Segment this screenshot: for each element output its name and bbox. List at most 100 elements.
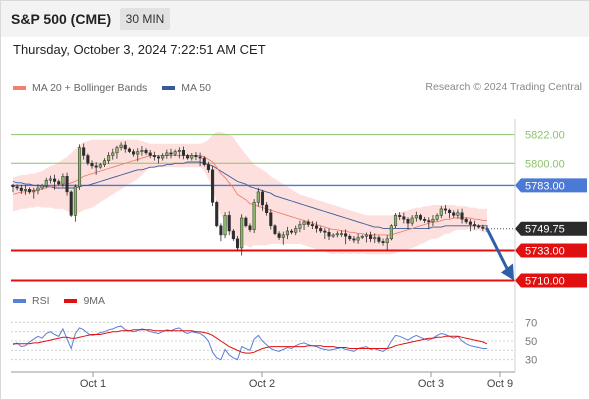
candle-body [156, 156, 161, 159]
candle-body [410, 217, 414, 224]
candle-body [94, 165, 98, 168]
price-legend: MA 20 + Bollinger Bands MA 50 [13, 81, 223, 95]
candle-body [294, 228, 298, 233]
candle-body [206, 164, 210, 171]
candle-body [448, 209, 452, 214]
price-tag-5733.00 [515, 243, 587, 258]
price-tag-5710.00 [515, 273, 587, 288]
candle-body [456, 212, 460, 216]
candle-body [57, 181, 61, 185]
candle-body [190, 155, 194, 159]
candle-body [161, 155, 165, 159]
candle-body [348, 235, 352, 240]
rsi-swatch [13, 299, 26, 303]
candle-body [302, 221, 306, 225]
candle-body [314, 225, 319, 229]
candle-body [61, 176, 65, 185]
candle-body [36, 187, 40, 191]
price-label-5822.00: 5822.00 [525, 130, 565, 142]
candle-body [477, 225, 481, 228]
projection-arrow-shaft [485, 227, 510, 272]
legend-ma50-label: MA 50 [181, 82, 211, 94]
candle-body [23, 189, 28, 191]
candle-body [389, 225, 393, 240]
legend-ma50: MA 50 [162, 82, 211, 94]
candle-body [472, 224, 477, 227]
x-tick-4: Oct 9 [487, 378, 513, 390]
timestamp: Thursday, October 3, 2024 7:22:51 AM CET [13, 42, 266, 57]
candle-body [194, 155, 198, 158]
candle-body [273, 225, 277, 234]
rsi-line [12, 325, 487, 361]
candle-body [198, 156, 202, 159]
candle-body [111, 152, 115, 156]
candle-body [468, 221, 472, 225]
ma50-swatch [162, 86, 176, 90]
candle-body [385, 238, 389, 243]
candle-body [53, 178, 57, 182]
candle-body [298, 224, 302, 229]
candle-body [102, 160, 107, 165]
candle-body [269, 212, 273, 227]
candle-body [439, 208, 443, 216]
projection-arrowhead [501, 263, 514, 281]
candle-body [360, 235, 364, 238]
candle-body [260, 191, 265, 206]
legend-rsi: RSI [13, 295, 50, 307]
candle-body [69, 191, 73, 216]
rsi-ma-line [13, 329, 488, 354]
candle-body [373, 237, 377, 240]
candle-body [406, 219, 410, 224]
candle-body [418, 215, 423, 220]
candle-body [252, 202, 256, 230]
rsi-legend: RSI 9MA [13, 294, 117, 307]
candle-body [19, 187, 23, 191]
candle-body [15, 186, 19, 189]
candle-body [356, 237, 360, 241]
candle-body [248, 225, 252, 230]
chart-title: S&P 500 (CME) [11, 11, 112, 27]
candle-body [414, 215, 418, 219]
candle-body [310, 224, 314, 227]
candle-body [377, 237, 381, 242]
candle-body [290, 230, 294, 233]
candle-body [327, 232, 331, 237]
candle-body [40, 185, 44, 189]
legend-rsi-ma: 9MA [64, 295, 105, 307]
ma20-line [12, 155, 487, 236]
price-tag-5749.75 [515, 221, 587, 236]
candle-body [435, 215, 439, 220]
candle-body [119, 144, 123, 148]
candle-body [173, 151, 177, 155]
candle-body [165, 152, 169, 156]
candle-body [82, 147, 86, 156]
candle-body [211, 169, 215, 203]
timeframe-badge[interactable]: 30 MIN [120, 8, 170, 30]
rsi-tick-30: 30 [525, 355, 537, 367]
x-tick-3: Oct 3 [418, 378, 444, 390]
price-label-5733.00: 5733.00 [525, 246, 565, 258]
candle-body [402, 216, 406, 220]
candle-body [265, 204, 269, 214]
candle-body [202, 157, 206, 165]
candle-body [464, 219, 468, 223]
candle-body [169, 152, 173, 155]
candle-body [219, 225, 223, 236]
rsi-ma-swatch [64, 299, 78, 303]
price-tag-5783.00 [515, 178, 587, 193]
candle-body [331, 234, 335, 237]
candle-body [140, 150, 144, 152]
candle-body [256, 191, 260, 203]
candle-body [369, 234, 373, 240]
candle-body [431, 219, 435, 223]
x-tick-2: Oct 2 [249, 378, 275, 390]
candle-body [427, 220, 431, 223]
candle-body [132, 151, 136, 155]
candle-body [244, 217, 248, 227]
rsi-tick-70: 70 [525, 317, 537, 329]
x-tick-1: Oct 1 [80, 378, 106, 390]
candle-body [127, 148, 131, 152]
candle-body [65, 176, 69, 193]
candle-body [148, 152, 152, 156]
